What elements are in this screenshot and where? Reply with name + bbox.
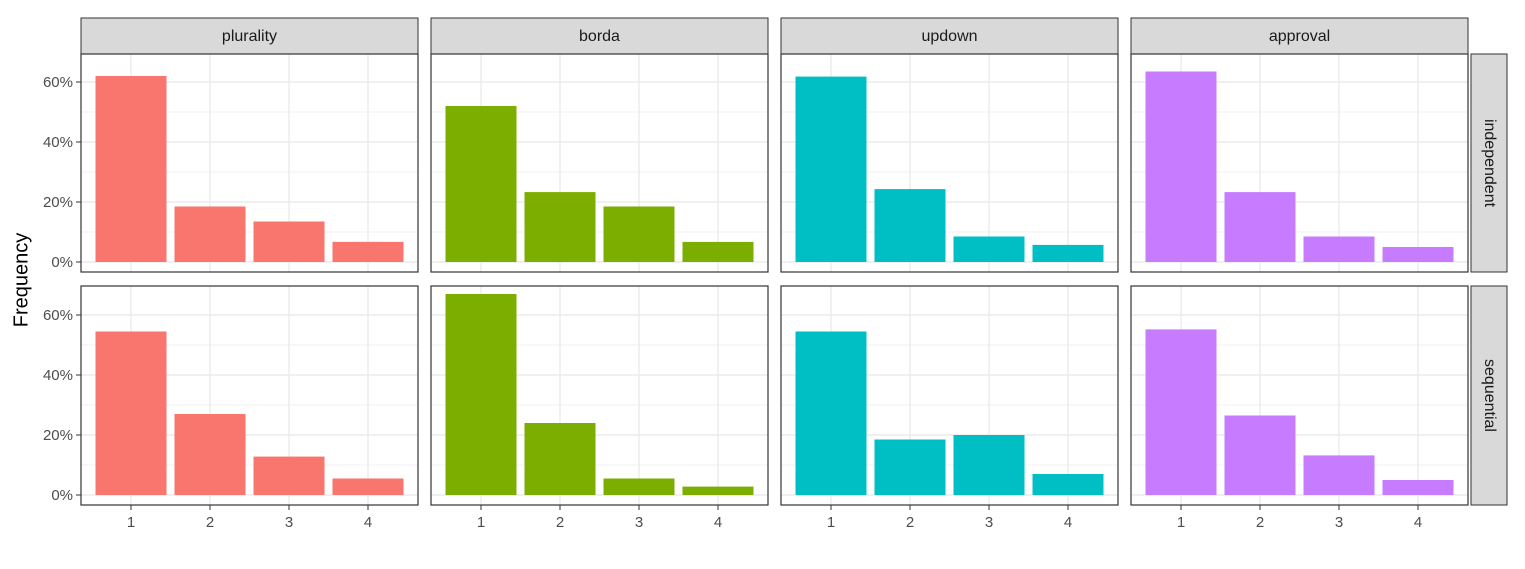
- bar-independent-borda-3: [603, 206, 675, 262]
- bar-independent-plurality-2: [174, 206, 246, 262]
- bar-sequential-plurality-2: [174, 414, 246, 495]
- facet-strip-independent: [1470, 53, 1508, 273]
- facet-strip-plurality: [80, 17, 419, 55]
- facet-label-approval: approval: [1269, 28, 1330, 45]
- y-tick-label: 0%: [51, 254, 73, 271]
- bar-independent-approval-3: [1303, 236, 1375, 262]
- panel-border-sequential-updown: [780, 285, 1119, 506]
- bar-independent-approval-4: [1382, 247, 1454, 262]
- bar-independent-borda-1: [445, 106, 517, 262]
- x-tick-label: 4: [714, 514, 722, 531]
- panel-border-sequential-plurality: [80, 285, 419, 506]
- y-tick-label: 0%: [51, 487, 73, 504]
- bar-independent-approval-2: [1224, 192, 1296, 262]
- bar-sequential-borda-2: [524, 423, 596, 495]
- bar-sequential-plurality-4: [332, 478, 404, 495]
- bar-sequential-updown-2: [874, 439, 946, 495]
- bar-independent-updown-3: [953, 236, 1025, 262]
- y-tick-label: 40%: [43, 367, 73, 384]
- bar-independent-updown-1: [795, 76, 867, 262]
- bar-sequential-plurality-3: [253, 456, 325, 495]
- bar-sequential-borda-1: [445, 294, 517, 495]
- x-tick-label: 1: [827, 514, 835, 531]
- x-tick-label: 4: [364, 514, 372, 531]
- bar-independent-borda-4: [682, 241, 754, 262]
- facet-strip-updown: [780, 17, 1119, 55]
- bar-independent-approval-1: [1145, 71, 1217, 262]
- x-tick-label: 3: [985, 514, 993, 531]
- panel-border-independent-updown: [780, 53, 1119, 273]
- bar-sequential-updown-4: [1032, 474, 1104, 495]
- y-tick-label: 20%: [43, 427, 73, 444]
- x-tick-label: 1: [477, 514, 485, 531]
- facet-label-independent: independent: [1481, 119, 1498, 208]
- bar-independent-plurality-3: [253, 221, 325, 262]
- facet-strip-sequential: [1470, 285, 1508, 506]
- bar-sequential-approval-2: [1224, 415, 1296, 495]
- x-tick-label: 4: [1414, 514, 1422, 531]
- bar-independent-updown-2: [874, 189, 946, 262]
- facet-label-updown: updown: [921, 28, 977, 45]
- bar-independent-plurality-4: [332, 241, 404, 262]
- y-axis-title: Frequency: [10, 233, 32, 328]
- panel-border-independent-plurality: [80, 53, 419, 273]
- bar-sequential-approval-1: [1145, 329, 1217, 495]
- bar-sequential-plurality-1: [95, 331, 167, 495]
- x-tick-label: 2: [906, 514, 914, 531]
- facet-strip-approval: [1130, 17, 1469, 55]
- x-tick-label: 1: [1177, 514, 1185, 531]
- y-tick-label: 40%: [43, 134, 73, 151]
- y-tick-label: 60%: [43, 74, 73, 91]
- x-tick-label: 3: [1335, 514, 1343, 531]
- x-tick-label: 2: [1256, 514, 1264, 531]
- facet-label-borda: borda: [579, 28, 620, 45]
- facet-strip-borda: [430, 17, 769, 55]
- x-tick-label: 2: [556, 514, 564, 531]
- x-tick-label: 2: [206, 514, 214, 531]
- bar-independent-borda-2: [524, 192, 596, 262]
- panel-border-sequential-approval: [1130, 285, 1469, 506]
- x-tick-label: 4: [1064, 514, 1072, 531]
- panel-border-independent-approval: [1130, 53, 1469, 273]
- facet-label-sequential: sequential: [1481, 359, 1498, 432]
- bar-sequential-borda-4: [682, 486, 754, 495]
- y-tick-label: 20%: [43, 194, 73, 211]
- y-tick-label: 60%: [43, 307, 73, 324]
- bar-independent-plurality-1: [95, 76, 167, 262]
- bar-independent-updown-4: [1032, 244, 1104, 262]
- x-tick-label: 3: [285, 514, 293, 531]
- panel-border-independent-borda: [430, 53, 769, 273]
- bar-sequential-updown-1: [795, 331, 867, 495]
- x-tick-label: 1: [127, 514, 135, 531]
- bar-sequential-approval-4: [1382, 480, 1454, 495]
- bar-sequential-updown-3: [953, 435, 1025, 495]
- x-tick-label: 3: [635, 514, 643, 531]
- bar-sequential-approval-3: [1303, 455, 1375, 495]
- facet-label-plurality: plurality: [222, 28, 277, 45]
- panel-border-sequential-borda: [430, 285, 769, 506]
- bar-sequential-borda-3: [603, 478, 675, 495]
